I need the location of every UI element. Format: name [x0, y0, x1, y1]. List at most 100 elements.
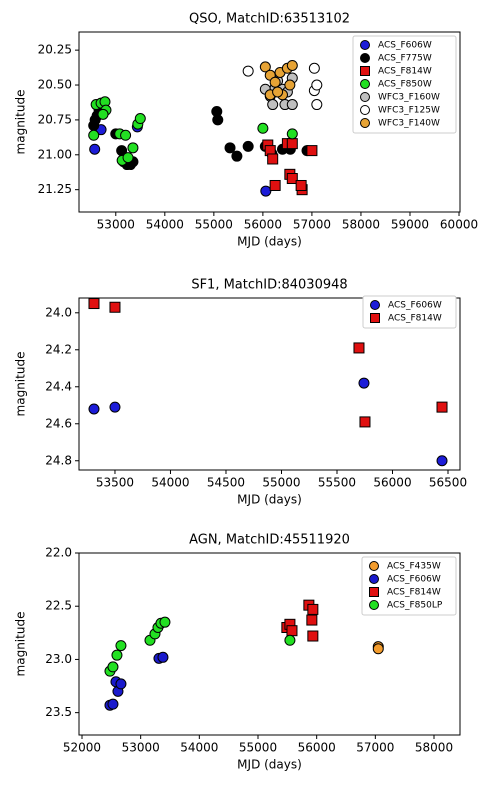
y-tick-label: 23.0 — [45, 652, 72, 666]
legend-marker — [360, 40, 370, 50]
y-tick-label: 24.6 — [45, 416, 72, 430]
y-tick-label: 21.25 — [38, 182, 72, 196]
data-point — [115, 678, 127, 690]
legend-label: ACS_F775W — [378, 54, 432, 64]
legend-label: ACS_F814W — [387, 588, 441, 598]
x-tick-label: 56500 — [429, 476, 467, 490]
data-point — [372, 643, 384, 655]
data-point — [286, 173, 298, 185]
data-point — [286, 138, 298, 150]
legend-marker — [360, 53, 370, 63]
data-point — [120, 129, 132, 141]
y-tick-label: 23.5 — [45, 705, 72, 719]
x-tick-label: 56000 — [298, 741, 336, 755]
x-tick-label: 58000 — [342, 218, 380, 232]
x-axis-label: MJD (days) — [237, 758, 302, 772]
x-tick-label: 54000 — [151, 476, 189, 490]
data-point — [97, 108, 109, 120]
data-point — [257, 122, 269, 134]
data-point — [107, 661, 119, 673]
data-point — [89, 143, 101, 155]
data-point — [284, 79, 296, 91]
legend-label: WFC3_F140W — [378, 119, 440, 129]
chart-title: AGN, MatchID:45511920 — [189, 533, 350, 548]
x-axis-label: MJD (days) — [237, 493, 302, 507]
y-tick-label: 24.0 — [45, 305, 72, 319]
x-axis-label: MJD (days) — [237, 235, 302, 249]
x-tick-label: 56000 — [373, 476, 411, 490]
data-point — [286, 99, 298, 111]
data-point — [436, 455, 448, 467]
x-tick-label: 55000 — [262, 476, 300, 490]
data-point — [88, 129, 100, 141]
data-point — [295, 179, 307, 191]
data-point — [308, 62, 320, 74]
y-tick-label: 24.8 — [45, 453, 72, 467]
chart-title: QSO, MatchID:63513102 — [189, 12, 350, 27]
data-point — [307, 603, 319, 615]
data-point — [109, 301, 121, 313]
x-tick-label: 57000 — [356, 741, 394, 755]
legend-label: ACS_F850LP — [387, 601, 443, 611]
x-tick-label: 52000 — [63, 741, 101, 755]
x-tick-label: 53000 — [97, 218, 135, 232]
data-point — [358, 377, 370, 389]
data-point — [115, 640, 127, 652]
x-tick-label: 53000 — [122, 741, 160, 755]
data-point — [286, 625, 298, 637]
legend-label: ACS_F606W — [388, 301, 442, 311]
legend-label: ACS_F814W — [388, 314, 442, 324]
data-point — [272, 86, 284, 98]
data-point — [109, 401, 121, 413]
legend-label: ACS_F435W — [387, 562, 441, 572]
plot-frame — [78, 297, 461, 471]
data-point — [212, 114, 224, 126]
data-point — [306, 145, 318, 157]
legend-marker — [370, 300, 380, 310]
legend-box — [361, 556, 457, 616]
y-tick-label: 20.25 — [38, 43, 72, 57]
legend-box — [362, 295, 457, 329]
legend-box — [352, 35, 457, 134]
data-point — [122, 152, 134, 164]
y-tick-label: 22.5 — [45, 599, 72, 613]
data-point — [311, 99, 323, 111]
x-tick-label: 56000 — [244, 218, 282, 232]
legend-label: ACS_F814W — [378, 67, 432, 77]
legend-marker — [360, 66, 370, 76]
data-point — [353, 342, 365, 354]
legend-marker — [369, 561, 379, 571]
data-point — [157, 651, 169, 663]
plot-frame — [78, 31, 461, 213]
y-tick-label: 21.00 — [38, 147, 72, 161]
legend-label: WFC3_F125W — [378, 106, 440, 116]
legend-marker — [360, 105, 370, 115]
data-point — [224, 142, 236, 154]
data-point — [311, 79, 323, 91]
y-axis-label: magnitude — [14, 352, 28, 417]
x-tick-label: 60000 — [440, 218, 478, 232]
legend-marker — [369, 600, 379, 610]
data-point — [159, 616, 171, 628]
data-point — [242, 140, 254, 152]
x-tick-label: 53500 — [96, 476, 134, 490]
data-point — [306, 614, 318, 626]
x-tick-label: 55000 — [195, 218, 233, 232]
legend-marker — [369, 587, 379, 597]
legend-marker — [369, 574, 379, 584]
legend-label: ACS_F606W — [378, 41, 432, 51]
data-point — [88, 403, 100, 415]
plot-frame — [78, 552, 461, 736]
data-point — [107, 698, 119, 710]
data-point — [359, 416, 371, 428]
data-point — [88, 298, 100, 310]
data-point — [260, 185, 272, 197]
legend-label: ACS_F606W — [387, 575, 441, 585]
data-point — [111, 649, 123, 661]
x-tick-label: 55000 — [239, 741, 277, 755]
data-point — [269, 179, 281, 191]
data-point — [134, 113, 146, 125]
data-point — [286, 59, 298, 71]
y-tick-label: 24.4 — [45, 379, 72, 393]
